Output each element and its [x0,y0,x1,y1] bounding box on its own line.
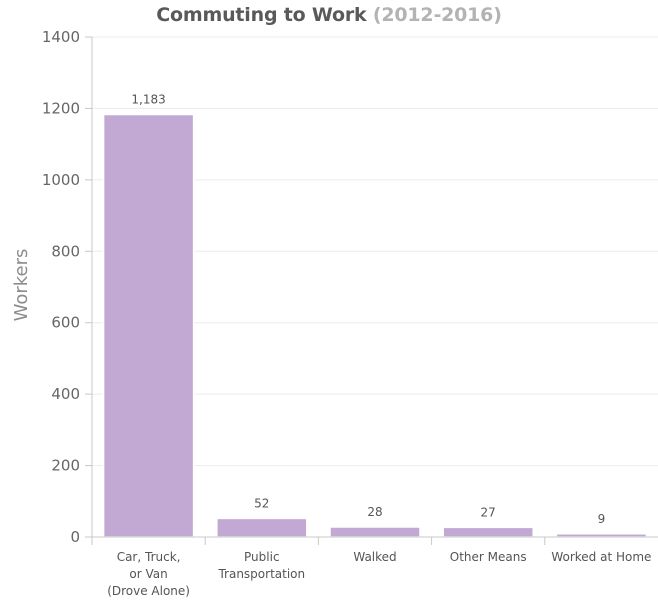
x-tick-label: (Drove Alone) [107,584,190,598]
y-tick-label: 800 [51,242,80,260]
data-label: 1,183 [131,93,165,107]
x-tick-label: Worked at Home [551,550,651,564]
data-label: 52 [254,496,269,510]
y-tick-label: 200 [51,457,80,475]
bar [102,113,195,538]
chart-title-years: (2012-2016) [372,4,502,26]
chart-title-main: Commuting to Work [156,4,367,26]
bar [329,526,421,538]
x-tick-label: Walked [353,550,396,564]
x-tick-label: Other Means [450,550,527,564]
y-tick-label: 600 [51,314,80,332]
x-tick-label: or Van [129,567,167,581]
axes [85,36,658,545]
bars [102,113,648,538]
x-tick-label: Public [244,550,280,564]
x-tick-label: Car, Truck, [117,550,181,564]
chart-title: Commuting to Work (2012-2016) [0,4,658,26]
x-tick-label: Transportation [217,567,305,581]
bar [442,526,534,538]
data-label: 9 [598,512,606,526]
labels: 0 200 400 600 800 1000 1200 1400 Workers 1,183 Car… [11,28,651,598]
y-tick-label: 0 [70,528,80,546]
y-axis-label: Workers [11,249,32,322]
y-tick-label: 1400 [42,28,80,46]
data-label: 27 [481,505,496,519]
y-tick-label: 1000 [42,171,80,189]
y-tick-label: 1200 [42,99,80,117]
data-label: 28 [367,505,382,519]
bar [216,517,308,538]
y-tick-label: 400 [51,385,80,403]
